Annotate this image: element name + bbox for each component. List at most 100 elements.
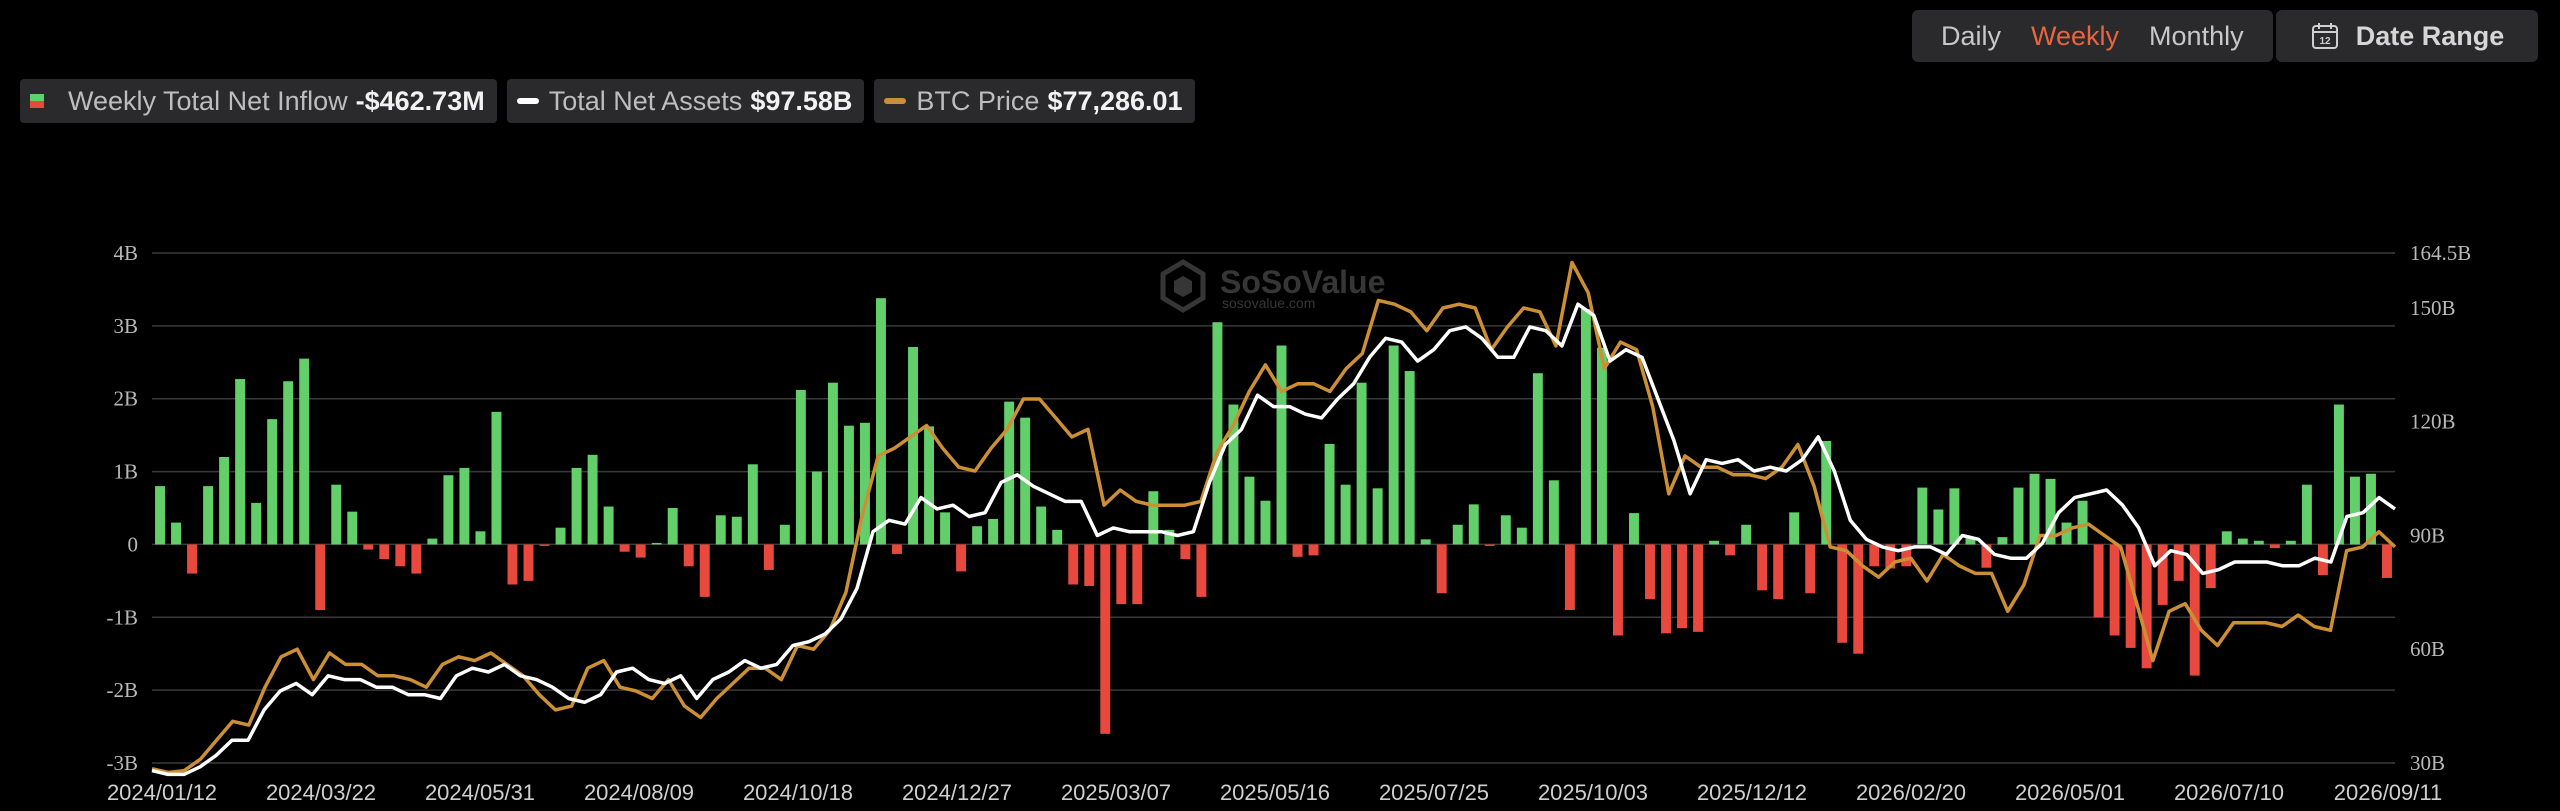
inflow-bar[interactable] [1212, 322, 1223, 545]
total-net-assets-line[interactable] [151, 302, 2397, 777]
inflow-bar[interactable] [1468, 504, 1479, 545]
inflow-bar[interactable] [1180, 544, 1191, 559]
inflow-bar[interactable] [1244, 476, 1255, 545]
weekly-toggle[interactable]: Weekly [2031, 21, 2120, 51]
inflow-bar[interactable] [299, 358, 310, 545]
inflow-bar[interactable] [315, 544, 326, 610]
inflow-bar[interactable] [2045, 478, 2056, 545]
inflow-bar[interactable] [1324, 443, 1335, 545]
inflow-bar[interactable] [507, 544, 518, 585]
inflow-bar[interactable] [1853, 544, 1864, 654]
inflow-bar[interactable] [555, 527, 566, 545]
inflow-bar[interactable] [1645, 544, 1655, 600]
inflow-bar[interactable] [1340, 484, 1351, 545]
inflow-bar[interactable] [347, 511, 358, 545]
inflow-bar[interactable] [2141, 544, 2152, 669]
inflow-bar[interactable] [2285, 540, 2296, 545]
inflow-bar[interactable] [1548, 480, 1559, 545]
inflow-bar[interactable] [1725, 544, 1736, 556]
inflow-bar[interactable] [171, 522, 181, 545]
inflow-bar[interactable] [2205, 544, 2216, 589]
inflow-bar[interactable] [1484, 544, 1495, 546]
inflow-bar[interactable] [1709, 540, 1720, 545]
inflow-bar[interactable] [2221, 531, 2232, 545]
inflow-bar[interactable] [1981, 544, 1992, 568]
inflow-bar[interactable] [1885, 544, 1896, 569]
date-range-button[interactable]: 12 Date Range [2276, 10, 2538, 62]
inflow-bar[interactable] [1276, 345, 1287, 545]
inflow-bar[interactable] [876, 298, 886, 545]
daily-toggle[interactable]: Daily [1941, 21, 2002, 51]
inflow-bar[interactable] [635, 544, 646, 558]
inflow-bar[interactable] [731, 516, 742, 545]
inflow-bar[interactable] [1100, 544, 1111, 734]
inflow-bar[interactable] [587, 454, 598, 545]
inflow-bar[interactable] [1356, 382, 1367, 545]
inflow-bar[interactable] [2189, 544, 2200, 676]
inflow-bar[interactable] [892, 544, 902, 554]
inflow-bar[interactable] [1757, 544, 1768, 591]
inflow-bar[interactable] [2013, 487, 2024, 545]
inflow-bar[interactable] [827, 382, 838, 545]
inflow-bar[interactable] [1452, 524, 1463, 545]
inflow-bar[interactable] [1949, 488, 1960, 545]
inflow-bar[interactable] [1901, 544, 1912, 567]
inflow-bar[interactable] [779, 524, 790, 545]
inflow-bar[interactable] [1869, 544, 1880, 567]
inflow-bar[interactable] [219, 457, 230, 545]
inflow-bar[interactable] [491, 411, 502, 545]
inflow-bar[interactable] [795, 389, 806, 545]
inflow-bar[interactable] [2077, 500, 2088, 545]
inflow-bar[interactable] [251, 502, 262, 545]
inflow-bar[interactable] [1580, 309, 1591, 545]
inflow-bar[interactable] [988, 518, 999, 545]
inflow-bar[interactable] [395, 544, 406, 567]
inflow-bar[interactable] [1388, 345, 1399, 545]
legend-btc[interactable]: BTC Price $77,286.01 [874, 79, 1195, 123]
inflow-bar[interactable] [2269, 544, 2280, 549]
inflow-bar[interactable] [1420, 539, 1431, 545]
inflow-bar[interactable] [972, 526, 983, 545]
inflow-bar[interactable] [523, 544, 534, 581]
inflow-bar[interactable] [811, 471, 822, 545]
inflow-bar[interactable] [1741, 524, 1752, 545]
inflow-bar[interactable] [1773, 544, 1784, 600]
inflow-bar[interactable] [267, 419, 278, 545]
inflow-bar[interactable] [1404, 371, 1415, 545]
inflow-bar[interactable] [619, 544, 630, 552]
inflow-bar[interactable] [1564, 544, 1575, 610]
inflow-bar[interactable] [763, 544, 774, 570]
inflow-bar[interactable] [2253, 540, 2264, 545]
inflow-bar[interactable] [1148, 491, 1159, 545]
inflow-bar[interactable] [1500, 515, 1511, 545]
inflow-bar[interactable] [1052, 529, 1063, 545]
inflow-bar[interactable] [2301, 484, 2312, 545]
inflow-bar[interactable] [1292, 544, 1303, 557]
inflow-bar[interactable] [539, 544, 550, 546]
inflow-bar[interactable] [715, 515, 726, 545]
inflow-bar[interactable] [747, 464, 758, 545]
inflow-bar[interactable] [1661, 544, 1671, 634]
inflow-bar[interactable] [1308, 544, 1319, 556]
inflow-bar[interactable] [1532, 373, 1543, 545]
inflow-bar[interactable] [1805, 544, 1816, 594]
legend-assets[interactable]: Total Net Assets $97.58B [506, 79, 865, 123]
inflow-bar[interactable] [651, 542, 662, 545]
inflow-bar[interactable] [1260, 500, 1271, 545]
inflow-bar[interactable] [1068, 544, 1079, 585]
inflow-bar[interactable] [1036, 506, 1047, 545]
inflow-bar[interactable] [1132, 544, 1143, 605]
inflow-bar[interactable] [331, 484, 342, 545]
inflow-bar[interactable] [1084, 544, 1095, 586]
inflow-bar[interactable] [1965, 537, 1976, 545]
inflow-bar[interactable] [475, 531, 486, 545]
inflow-bar[interactable] [459, 467, 470, 545]
inflow-bar[interactable] [1516, 527, 1527, 545]
inflow-bar[interactable] [1789, 512, 1800, 545]
inflow-bar[interactable] [2349, 476, 2360, 545]
inflow-bar[interactable] [283, 381, 294, 545]
inflow-bar[interactable] [699, 544, 710, 597]
inflow-bar[interactable] [924, 426, 935, 545]
inflow-bar[interactable] [2125, 544, 2136, 648]
